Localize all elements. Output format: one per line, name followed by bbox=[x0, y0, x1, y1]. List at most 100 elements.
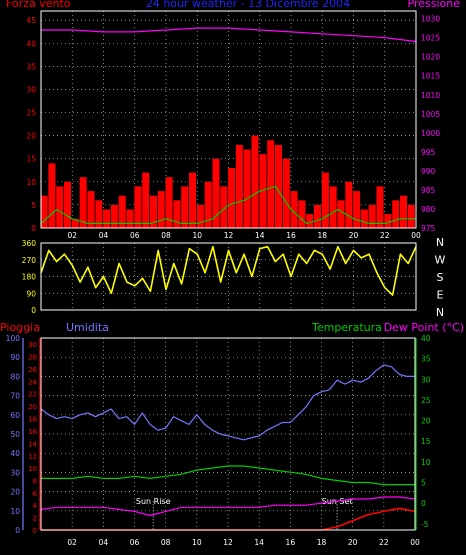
chart-title: 24 hour weather - 13 Dicembre 2004 bbox=[146, 0, 350, 10]
wind-speed-bar bbox=[329, 186, 337, 228]
wind-direction-frame bbox=[40, 242, 417, 311]
wind-speed-bar bbox=[282, 158, 290, 228]
humidity-tick-label: 30 bbox=[10, 468, 20, 477]
pressure-tick-label: 975 bbox=[421, 224, 436, 233]
wind-speed-bar bbox=[173, 200, 181, 228]
hour-tick-label: 06 bbox=[130, 538, 140, 547]
temperature-tick-label: 40 bbox=[421, 334, 431, 343]
wind-speed-bar bbox=[87, 191, 95, 228]
wind-speed-bar bbox=[275, 144, 282, 228]
wind-speed-bar bbox=[212, 158, 220, 228]
humidity-axis-title: Umidita bbox=[66, 321, 109, 334]
wind-speed-bar bbox=[353, 191, 361, 228]
hour-tick-label: 02 bbox=[67, 538, 77, 547]
humidity-tick-label: 50 bbox=[10, 430, 20, 439]
hour-tick-label: 22 bbox=[379, 538, 389, 547]
wind-speed-bar bbox=[118, 195, 126, 228]
wind-speed-bar bbox=[368, 204, 376, 228]
wind-speed-bar bbox=[360, 209, 368, 228]
wind-speed-bar bbox=[95, 200, 103, 228]
rain-tick-label: 28 bbox=[28, 354, 37, 362]
wind-speed-bar bbox=[103, 209, 111, 228]
temperature-axis-title: Temperatura bbox=[311, 321, 382, 334]
hour-tick-label: 20 bbox=[349, 231, 359, 240]
humidity-tick-label: 0 bbox=[15, 526, 20, 535]
wind-speed-bar bbox=[79, 177, 87, 228]
hour-tick-label: 08 bbox=[161, 538, 171, 547]
wind-speed-bar bbox=[71, 218, 79, 228]
wind-speed-bar bbox=[196, 204, 204, 228]
temperature-tick-label: 0 bbox=[421, 499, 426, 508]
pressure-tick-label: 1005 bbox=[421, 110, 440, 119]
wind-speed-bar bbox=[56, 186, 64, 228]
direction-tick-label: 360 bbox=[22, 239, 37, 248]
pressure-line bbox=[41, 27, 417, 43]
hour-tick-label: 16 bbox=[286, 231, 296, 240]
hour-tick-label: 22 bbox=[380, 231, 390, 240]
temperature-tick-label: 30 bbox=[421, 375, 431, 384]
temperature-tick-label: 5 bbox=[421, 479, 426, 488]
wind-speed-bar bbox=[345, 181, 353, 228]
wind-speed-bar bbox=[321, 172, 329, 228]
wind-speed-bar bbox=[259, 154, 267, 228]
pressure-tick-label: 990 bbox=[421, 167, 436, 176]
humidity-tick-label: 40 bbox=[10, 449, 20, 458]
pressure-tick-label: 995 bbox=[421, 148, 436, 157]
wind-speed-bar bbox=[48, 163, 56, 228]
wind-speed-bar bbox=[165, 177, 173, 228]
rain-tick-label: 24 bbox=[28, 378, 37, 386]
temperature-tick-label: 10 bbox=[421, 458, 431, 467]
wind-tick-label: 35 bbox=[26, 62, 36, 71]
humidity-tick-label: 70 bbox=[10, 392, 20, 401]
wind-speed-bar bbox=[228, 168, 236, 228]
hour-tick-label: 04 bbox=[99, 231, 109, 240]
wind-tick-label: 15 bbox=[26, 155, 36, 164]
wind-tick-label: 30 bbox=[26, 85, 36, 94]
wind-speed-bar bbox=[407, 204, 415, 228]
hour-tick-label: 14 bbox=[254, 538, 264, 547]
hour-tick-label: 20 bbox=[348, 538, 358, 547]
hour-tick-label: 12 bbox=[223, 538, 233, 547]
temperature-tick-label: 15 bbox=[421, 437, 431, 446]
wind-tick-label: 40 bbox=[26, 39, 36, 48]
wind-speed-bar bbox=[157, 191, 165, 228]
rain-tick-label: 16 bbox=[28, 428, 37, 436]
wind-tick-label: 5 bbox=[31, 201, 36, 210]
humidity-tick-label: 100 bbox=[6, 334, 21, 343]
weather-frame bbox=[40, 337, 416, 531]
wind-tick-label: 10 bbox=[26, 178, 36, 187]
hour-tick-label: 00 bbox=[410, 538, 420, 547]
pressure-tick-label: 1000 bbox=[421, 129, 440, 138]
rain-tick-label: 26 bbox=[28, 366, 37, 374]
direction-tick-label: 90 bbox=[26, 289, 36, 298]
wind-tick-label: 25 bbox=[26, 109, 36, 118]
wind-speed-bar bbox=[204, 181, 212, 228]
pressure-axis-title: Pressione bbox=[408, 0, 461, 10]
pressure-tick-label: 985 bbox=[421, 186, 436, 195]
compass-label: N bbox=[436, 236, 444, 249]
rain-tick-label: 2 bbox=[33, 515, 37, 523]
humidity-tick-label: 90 bbox=[10, 353, 20, 362]
hour-tick-label: 18 bbox=[317, 231, 327, 240]
pressure-tick-label: 980 bbox=[421, 205, 436, 214]
wind-pressure-frame bbox=[40, 10, 417, 229]
compass-label: N bbox=[436, 306, 444, 319]
wind-speed-bar bbox=[181, 186, 189, 228]
wind-speed-bar bbox=[142, 172, 150, 228]
compass-label: E bbox=[437, 289, 444, 302]
humidity-tick-label: 10 bbox=[10, 507, 20, 516]
rain-tick-label: 10 bbox=[28, 465, 37, 473]
wind-pressure-panel: 0510152025303540459759809859909951000100… bbox=[26, 10, 440, 240]
wind-speed-bar bbox=[134, 186, 142, 228]
hour-tick-label: 08 bbox=[161, 231, 171, 240]
rain-tick-label: 20 bbox=[28, 403, 37, 411]
wind-speed-bar bbox=[400, 195, 407, 228]
wind-axis-title: Forza vento bbox=[6, 0, 71, 10]
temperature-tick-label: 20 bbox=[421, 417, 431, 426]
hour-tick-label: 02 bbox=[67, 231, 77, 240]
direction-tick-label: 270 bbox=[22, 256, 37, 265]
rain-tick-label: 18 bbox=[28, 416, 37, 424]
wind-tick-label: 45 bbox=[26, 16, 36, 25]
temperature-tick-label: 35 bbox=[421, 355, 431, 364]
hour-tick-label: 16 bbox=[286, 538, 296, 547]
